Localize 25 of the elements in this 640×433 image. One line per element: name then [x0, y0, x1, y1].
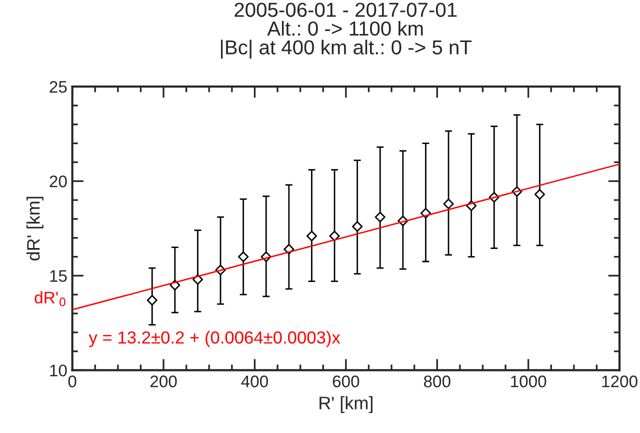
- point: [443, 198, 454, 210]
- point: [352, 221, 363, 232]
- y-tick-label: 10: [50, 364, 67, 376]
- y-tick-label: 25: [50, 81, 67, 93]
- point: [146, 294, 158, 306]
- point: [238, 251, 249, 262]
- annotation: y = 13.2±0.2 + (0.0064±0.0003)x: [88, 330, 340, 348]
- y-axis-title: dR' [km]: [26, 196, 44, 260]
- point: [329, 230, 340, 242]
- chart-title: 2005-06-01 - 2017-07-01: [234, 2, 457, 17]
- x-tick-label: 0: [68, 376, 76, 388]
- x-tick-label: 400: [241, 376, 268, 388]
- point: [534, 189, 546, 200]
- x-tick-label: 800: [424, 376, 450, 388]
- x-tick-label: 200: [150, 376, 177, 388]
- y-tick-label: 15: [50, 270, 67, 282]
- point: [374, 212, 386, 222]
- annotation: dR'$_{0}$: [34, 291, 66, 306]
- x-tick-label: 1000: [511, 376, 546, 388]
- x-tick-label: 600: [332, 376, 360, 388]
- chart-subtitle: Alt.: 0 -> 1100 km |Bc| at 400 km alt.: 0 -> 5 nT: [221, 20, 472, 59]
- x-axis-title: R' [km]: [320, 396, 372, 413]
- y-tick-label: 20: [50, 176, 67, 188]
- point: [306, 230, 318, 242]
- x-tick-label: 1200: [602, 376, 638, 388]
